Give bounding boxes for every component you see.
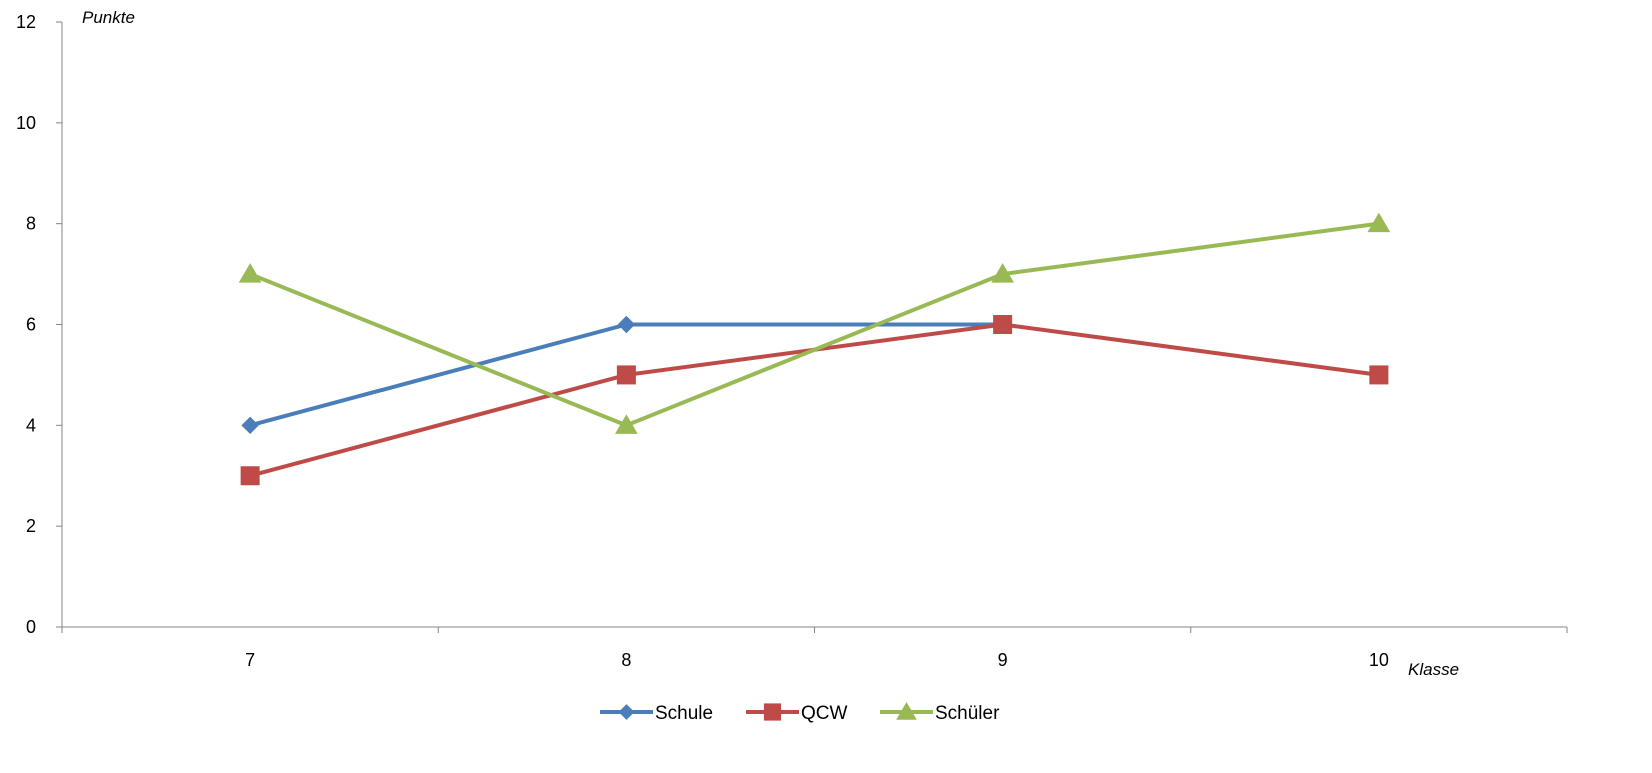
y-tick-label: 2 — [26, 516, 36, 536]
data-point — [991, 263, 1014, 283]
legend-label: Schule — [655, 703, 713, 724]
y-tick-label: 0 — [26, 617, 36, 637]
x-tick-label: 10 — [1369, 650, 1389, 670]
data-point — [240, 466, 260, 486]
data-point — [241, 416, 259, 435]
data-point — [993, 315, 1013, 334]
x-tick-label: 8 — [621, 650, 631, 670]
legend-marker — [763, 703, 782, 721]
legend: Schule QCW Schüler — [600, 702, 1000, 724]
y-tick-label: 6 — [26, 315, 36, 335]
y-tick-label: 4 — [26, 415, 36, 435]
legend-label: QCW — [801, 703, 848, 724]
data-point — [616, 365, 636, 385]
data-point — [615, 414, 638, 434]
y-axis-title: Punkte — [82, 8, 135, 27]
legend-item: QCW — [746, 703, 848, 724]
x-ticks: 7 8 9 10 — [61, 627, 1568, 670]
y-tick-label: 8 — [26, 214, 36, 234]
data-point — [1367, 212, 1391, 233]
legend-label: Schüler — [935, 703, 1000, 724]
legend-marker — [618, 704, 635, 720]
series — [238, 212, 1391, 486]
legend-item: Schüler — [880, 702, 1000, 724]
series-line — [248, 322, 1381, 478]
data-point — [1369, 365, 1389, 385]
legend-marker — [896, 702, 917, 720]
y-tick-label: 12 — [16, 12, 36, 32]
y-tick-label: 10 — [16, 113, 36, 133]
x-tick-label: 9 — [998, 650, 1008, 670]
data-point — [238, 263, 262, 283]
data-point — [617, 315, 636, 334]
x-axis-title: Klasse — [1408, 660, 1459, 679]
legend-item: Schule — [600, 703, 713, 724]
x-tick-label: 7 — [245, 650, 255, 670]
y-ticks: 0 2 4 6 8 10 12 — [16, 12, 62, 637]
series-line — [248, 221, 1381, 428]
series-sch-ler — [238, 212, 1391, 434]
